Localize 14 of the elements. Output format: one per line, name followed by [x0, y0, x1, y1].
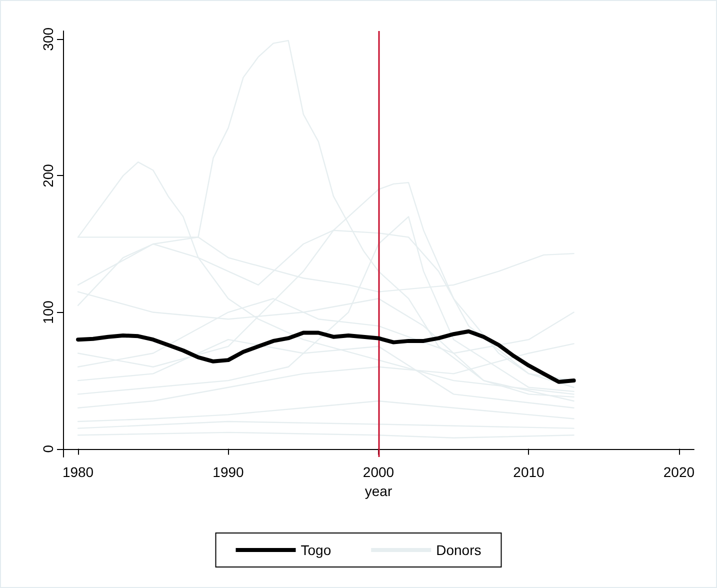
y-tick-label: 200: [40, 164, 56, 188]
y-tick-label: 300: [40, 27, 56, 51]
x-tick-label: 2020: [663, 464, 695, 480]
x-tick-label: 2010: [513, 464, 545, 480]
y-tick-label: 0: [40, 444, 56, 453]
legend-label: Togo: [300, 542, 332, 558]
x-tick-label: 1990: [212, 464, 244, 480]
x-tick-label: 2000: [362, 464, 394, 480]
line-series: [76, 329, 576, 384]
x-axis-title: year: [364, 482, 392, 499]
y-tick-label: 100: [40, 300, 56, 324]
x-tick-label: 1980: [62, 464, 94, 480]
line-series: [77, 400, 574, 422]
legend-label: Donors: [436, 542, 482, 558]
